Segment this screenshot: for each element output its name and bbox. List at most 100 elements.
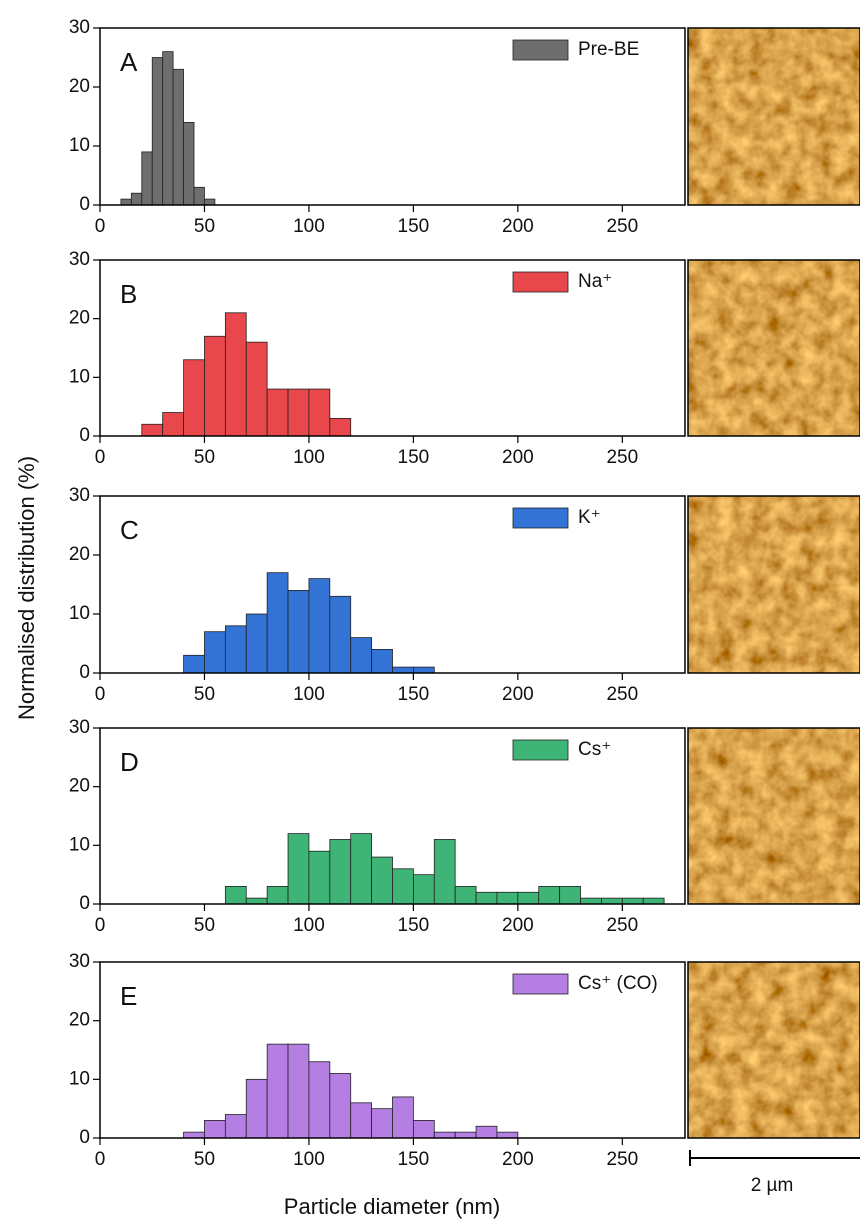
histogram-bar [287, 1043, 310, 1139]
histogram-bar [621, 897, 644, 905]
x-tick-label: 0 [95, 1149, 106, 1170]
plot-frame [99, 961, 686, 1139]
legend-swatch [512, 39, 569, 61]
legend-label: Pre-BE [578, 39, 639, 60]
afm-image [688, 260, 860, 436]
plot-frame [99, 27, 686, 206]
x-tick-label: 50 [194, 684, 215, 705]
histogram-bar [204, 631, 226, 674]
y-tick-label: 10 [69, 1068, 90, 1089]
x-tick-label: 200 [502, 915, 534, 936]
x-tick-label: 0 [95, 915, 106, 936]
legend-label: Cs⁺ (CO) [578, 973, 658, 994]
histogram-bar [287, 590, 310, 674]
afm-image [688, 496, 860, 673]
y-tick-label: 10 [69, 366, 90, 387]
histogram-bar [245, 1078, 268, 1139]
x-tick-label: 250 [606, 447, 638, 468]
histogram-bar [433, 839, 456, 905]
histogram-bar [162, 51, 174, 206]
legend-label: K⁺ [578, 507, 601, 528]
y-tick-label: 20 [69, 544, 90, 565]
histogram-bar [350, 833, 373, 905]
histogram-bar [329, 839, 352, 905]
y-tick-label: 20 [69, 76, 90, 97]
scale-bar-label: 2 µm [751, 1175, 794, 1196]
y-tick-label: 30 [69, 17, 90, 38]
x-tick-label: 250 [606, 684, 638, 705]
histogram-bar [266, 388, 289, 437]
histogram-bar [559, 886, 581, 905]
histogram-bar [266, 1043, 289, 1139]
panel-label: D [120, 747, 139, 777]
histogram-bar [350, 1102, 373, 1139]
histogram-bar [412, 666, 435, 674]
x-tick-label: 100 [293, 216, 325, 237]
y-tick-label: 30 [69, 951, 90, 972]
histogram-bar [245, 897, 268, 905]
afm-image [688, 962, 860, 1138]
y-tick-label: 0 [79, 1127, 90, 1148]
panel-label: E [120, 981, 137, 1011]
histogram-bar [151, 57, 164, 206]
plot-frame [99, 259, 686, 437]
histogram-bar [496, 891, 519, 905]
y-tick-label: 0 [79, 662, 90, 683]
y-tick-label: 30 [69, 485, 90, 506]
histogram-bar [371, 649, 393, 674]
legend-label: Na⁺ [578, 271, 612, 292]
x-tick-label: 0 [95, 216, 106, 237]
afm-frame [687, 259, 860, 437]
afm-image [688, 728, 860, 904]
legend-swatch [512, 973, 569, 995]
histogram-bar [141, 423, 164, 437]
histogram-bar [141, 151, 153, 206]
histogram-bar [266, 572, 289, 674]
histogram-bar [224, 886, 247, 905]
x-tick-label: 50 [194, 915, 215, 936]
x-tick-label: 150 [398, 216, 430, 237]
x-tick-label: 150 [398, 1149, 430, 1170]
histogram-bar [183, 359, 205, 437]
panel-label: A [120, 47, 138, 77]
histogram-bar [601, 897, 623, 905]
histogram-bar [245, 613, 268, 674]
y-axis-label: Normalised distribution (%) [14, 456, 39, 720]
histogram-bar [287, 388, 310, 437]
histogram-bar [392, 666, 414, 674]
y-tick-label: 0 [79, 194, 90, 215]
y-tick-label: 30 [69, 249, 90, 270]
histogram-bar [204, 1120, 226, 1139]
histogram-bar [120, 198, 132, 206]
x-tick-label: 0 [95, 447, 106, 468]
histogram-bar [412, 1120, 435, 1139]
y-tick-label: 30 [69, 717, 90, 738]
y-tick-label: 10 [69, 135, 90, 156]
x-tick-label: 150 [398, 915, 430, 936]
y-tick-label: 0 [79, 425, 90, 446]
x-tick-label: 100 [293, 684, 325, 705]
x-tick-label: 200 [502, 684, 534, 705]
afm-frame [687, 495, 860, 674]
histogram-bar [183, 122, 195, 206]
histogram-bar [245, 341, 268, 437]
histogram-bar [642, 897, 665, 905]
histogram-bar [329, 1073, 352, 1139]
x-tick-label: 0 [95, 684, 106, 705]
histogram-bar [412, 874, 435, 905]
x-tick-label: 200 [502, 216, 534, 237]
plot-frame [99, 727, 686, 905]
x-tick-label: 100 [293, 915, 325, 936]
histogram-bar [204, 335, 226, 437]
histogram-bar [517, 891, 540, 905]
histogram-bar [475, 1125, 498, 1139]
histogram-bar [183, 1131, 205, 1139]
afm-frame [687, 961, 860, 1139]
histogram-bar [329, 595, 352, 674]
histogram-bar [183, 654, 205, 674]
histogram-bar [329, 417, 352, 437]
x-tick-label: 50 [194, 216, 215, 237]
histogram-bar [162, 412, 184, 437]
histogram-bar [224, 625, 247, 674]
